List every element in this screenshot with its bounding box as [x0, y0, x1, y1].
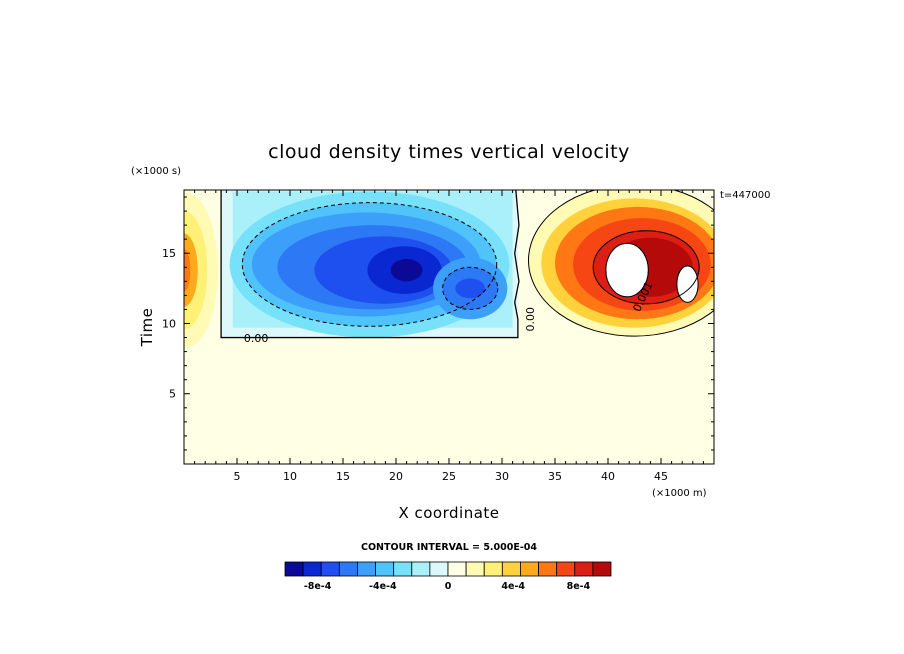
colorbar-swatch	[538, 561, 558, 577]
x-tick-label: 10	[283, 470, 297, 483]
y-tick-label: 15	[162, 247, 176, 260]
x-units-label: (×1000 m)	[652, 488, 707, 499]
colorbar: -8e-4 -4e-4 0 4e-4 8e-4	[284, 561, 612, 592]
colorbar-swatch	[393, 561, 413, 577]
negative-band	[390, 258, 423, 282]
negative-cell-band	[455, 278, 486, 299]
colorbar-tick-label: -4e-4	[369, 581, 397, 592]
colorbar-swatch	[302, 561, 322, 577]
y-tick-label: 10	[162, 317, 176, 330]
contour-label: 0.00	[524, 307, 537, 332]
colorbar-swatch	[429, 561, 449, 577]
colorbar-tick-label: 0	[445, 581, 452, 592]
colorbar-swatch	[375, 561, 395, 577]
x-tick-label: 30	[495, 470, 509, 483]
colorbar-swatch	[284, 561, 304, 577]
colorbar-swatch	[483, 561, 503, 577]
x-axis-title: X coordinate	[398, 504, 499, 522]
colorbar-tick-label: -8e-4	[304, 581, 332, 592]
plot-area	[184, 190, 714, 464]
y-axis-title: Time	[138, 308, 156, 348]
colorbar-swatch	[501, 561, 521, 577]
colorbar-swatch	[411, 561, 431, 577]
x-tick-label: 35	[548, 470, 562, 483]
positive-contour-line	[592, 230, 700, 305]
y-units-label: (×1000 s)	[131, 166, 181, 177]
saturated-cell	[676, 265, 699, 303]
x-axis: 5 10 15 20 25 30 35 40 45	[194, 190, 704, 483]
colorbar-swatch	[556, 561, 576, 577]
positive-contour-line	[528, 190, 714, 337]
positive-edge-band	[184, 233, 198, 307]
contour-field	[184, 190, 714, 348]
negative-contour-line	[442, 266, 499, 310]
positive-edge-band	[184, 249, 191, 292]
colorbar-swatch	[574, 561, 594, 577]
colorbar-swatch	[465, 561, 485, 577]
y-tick-label: 5	[169, 388, 176, 401]
timestamp-label: t=447000	[720, 190, 770, 201]
colorbar-swatch	[357, 561, 376, 577]
x-tick-label: 45	[654, 470, 668, 483]
y-axis: 5 10 15	[162, 196, 714, 451]
x-tick-label: 5	[234, 470, 241, 483]
colorbar-swatch	[447, 561, 467, 577]
x-tick-label: 15	[336, 470, 350, 483]
colorbar-swatch	[520, 561, 539, 577]
colorbar-swatch	[592, 561, 612, 577]
colorbar-tick-label: 4e-4	[501, 581, 525, 592]
zero-contour-line	[220, 190, 520, 339]
negative-contour-line	[241, 202, 498, 327]
x-tick-label: 40	[601, 470, 615, 483]
colorbar-tick-label: 8e-4	[567, 581, 591, 592]
saturated-cell	[605, 242, 649, 298]
x-tick-label: 25	[442, 470, 456, 483]
colorbar-swatch	[320, 561, 340, 577]
x-tick-label: 20	[389, 470, 403, 483]
contour-interval-label: CONTOUR INTERVAL = 5.000E-04	[361, 542, 537, 553]
chart-title: cloud density times vertical velocity	[268, 141, 630, 163]
colorbar-swatch	[338, 561, 358, 577]
contour-label: 0.00	[244, 332, 269, 345]
